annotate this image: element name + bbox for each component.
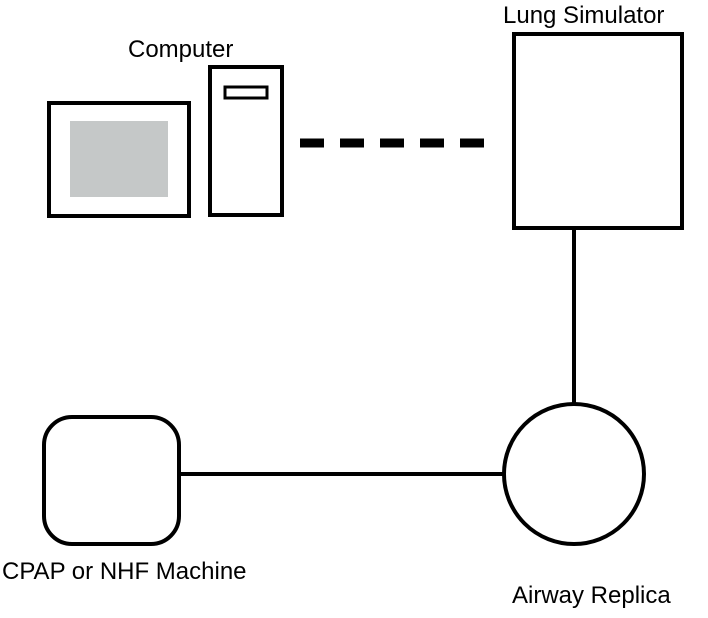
airway-replica-node <box>504 404 644 544</box>
lung-simulator-label: Lung Simulator <box>503 2 664 30</box>
cpap-node <box>44 417 179 544</box>
airway-label: Airway Replica <box>512 582 671 610</box>
computer-label: Computer <box>128 36 233 64</box>
cpap-label: CPAP or NHF Machine <box>2 558 247 586</box>
lung-simulator-node <box>514 34 682 228</box>
diagram-canvas <box>0 0 708 618</box>
